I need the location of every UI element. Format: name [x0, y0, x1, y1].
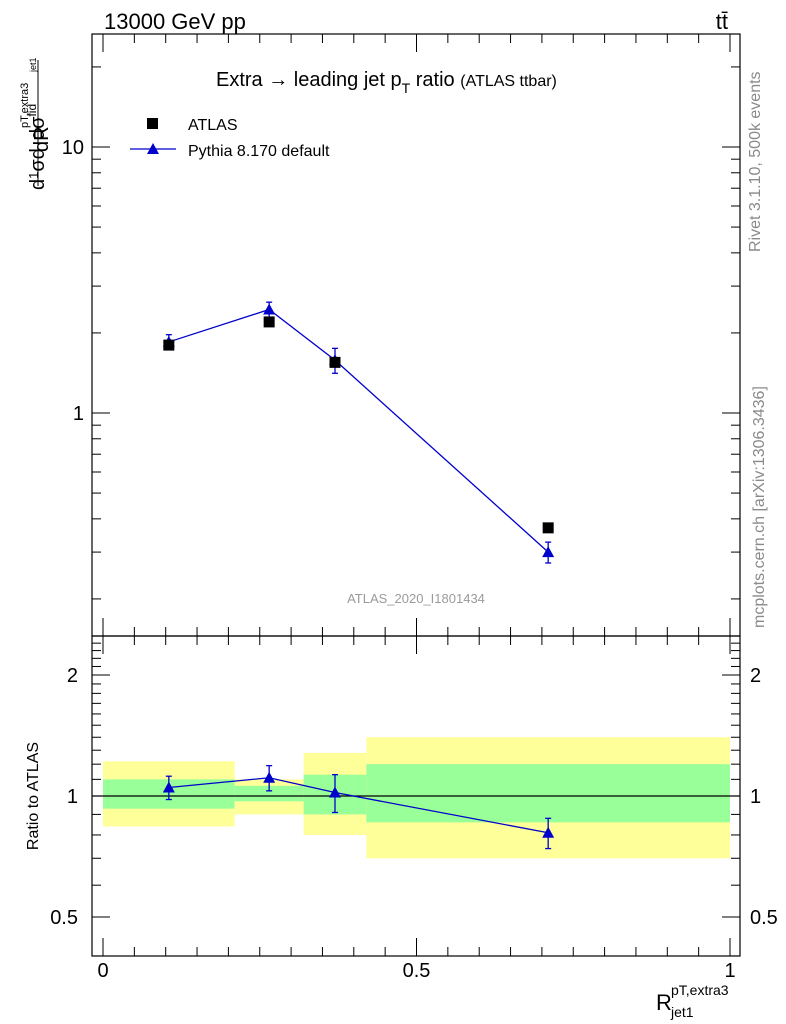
ratio-point: [263, 771, 276, 783]
legend-atlas-marker: [147, 118, 158, 129]
pythia-point: [263, 303, 276, 315]
svg-text:pT,extra3: pT,extra3: [19, 83, 31, 128]
ratio-y-tick-label-right: 0.5: [750, 907, 778, 929]
legend-pythia-marker: [147, 143, 159, 154]
ratio-y-tick-label-right: 2: [750, 665, 761, 687]
main-y-axis-label: d1σd dσfid pT,extra3 jet1 dR: [19, 57, 53, 190]
ratio-y-tick-label-right: 1: [750, 786, 761, 808]
main-panel-data: [162, 301, 555, 564]
legend-pythia-label: Pythia 8.170 default: [188, 143, 330, 160]
ratio-panel-ticks: 0.5 0.5 1 1 2 2 0 0.5 1: [50, 636, 778, 982]
x-tick-label: 0: [97, 960, 108, 982]
x-tick-label: 1: [724, 960, 735, 982]
ratio-y-tick-label: 0.5: [50, 907, 78, 929]
svg-text:jet1: jet1: [28, 57, 38, 73]
chart-subtitle: (ATLAS ttbar): [460, 73, 557, 90]
svg-text:jet1: jet1: [670, 1004, 694, 1020]
main-panel-ticks: 1 10: [62, 34, 740, 636]
ratio-bands: [92, 737, 740, 859]
svg-text:R: R: [656, 990, 672, 1015]
main-y-tick-label: 10: [62, 137, 84, 159]
ratio-y-tick-label: 2: [67, 665, 78, 687]
pythia-line: [168, 308, 549, 553]
pythia-point: [542, 546, 555, 558]
uncertainty-band-inner: [234, 785, 304, 802]
svg-text:pT,extra3: pT,extra3: [671, 982, 729, 998]
atlas-point: [163, 339, 175, 351]
chart-title: Extra → leading jet pT ratio (ATLAS ttba…: [216, 69, 557, 96]
atlas-point: [329, 356, 341, 368]
process-label: tt̄: [716, 9, 728, 34]
x-axis-label: R pT,extra3 jet1: [656, 982, 729, 1020]
uncertainty-band-inner: [366, 764, 730, 823]
atlas-point: [263, 316, 275, 328]
ratio-point: [162, 781, 175, 793]
legend: ATLAS Pythia 8.170 default: [130, 117, 330, 160]
ratio-point: [328, 786, 341, 798]
ratio-panel-data: [162, 764, 555, 850]
svg-text:dR: dR: [31, 126, 53, 152]
watermark-label: ATLAS_2020_I1801434: [347, 591, 485, 606]
x-tick-label: 0.5: [403, 960, 431, 982]
rivet-label: Rivet 3.1.10, 500k events: [747, 71, 764, 252]
legend-atlas-label: ATLAS: [188, 117, 238, 134]
ratio-point: [542, 826, 555, 838]
ratio-y-tick-label: 1: [67, 786, 78, 808]
ratio-y-axis-label: Ratio to ATLAS: [25, 742, 42, 850]
mcplots-label: mcplots.cern.ch [arXiv:1306.3436]: [751, 386, 768, 628]
atlas-point: [542, 522, 554, 534]
energy-label: 13000 GeV pp: [104, 9, 246, 34]
main-y-tick-label: 1: [73, 403, 84, 425]
ratio-line: [168, 777, 549, 834]
